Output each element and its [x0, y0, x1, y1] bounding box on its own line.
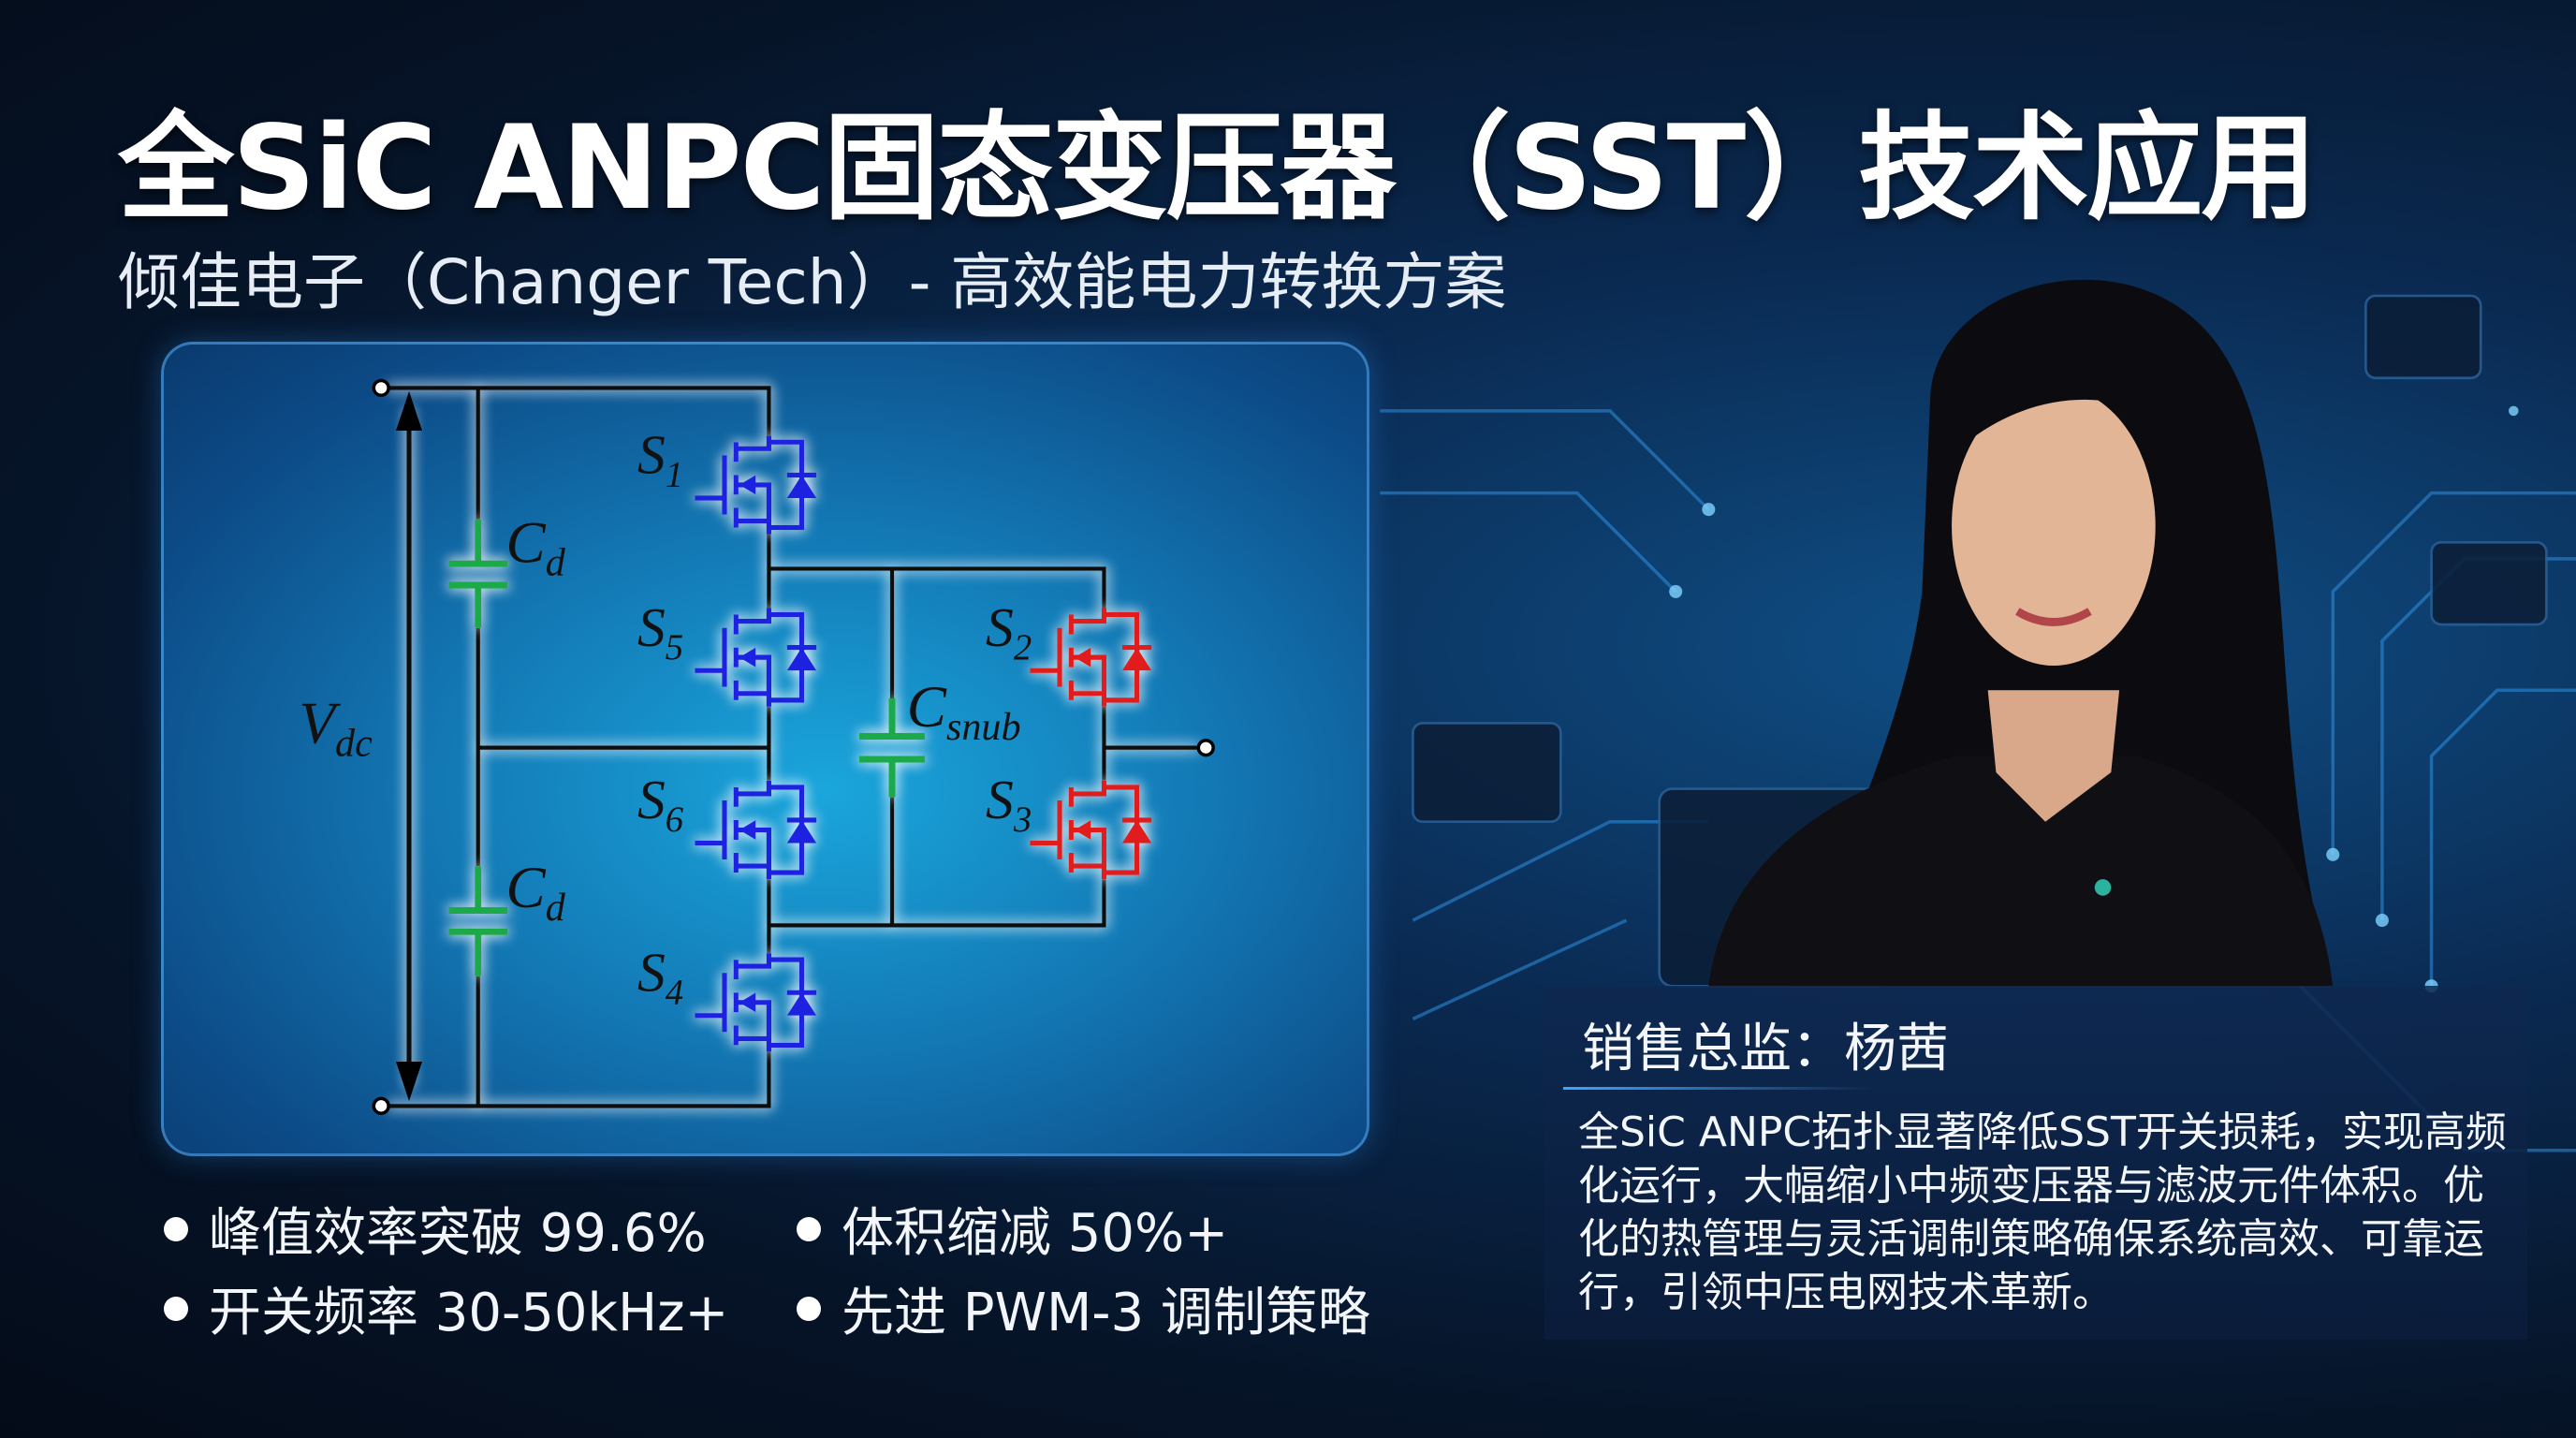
label-vdc: Vdc — [299, 690, 373, 765]
label-s6: S6 — [637, 769, 684, 840]
bullet-icon — [797, 1296, 821, 1321]
diode-icon — [1074, 819, 1152, 844]
diode-icon — [739, 819, 817, 844]
label-cd-bottom: Cd — [506, 855, 566, 930]
bullet-icon — [164, 1216, 188, 1241]
mosfet-s1 — [695, 435, 817, 535]
profile-card: 销售总监：杨茜 全SiC ANPC拓扑显著降低SST开关损耗，实现高频化运行，大… — [1544, 986, 2527, 1340]
bullet-icon — [164, 1296, 188, 1321]
feature-item: 先进 PWM-3 调制策略 — [797, 1270, 1370, 1346]
feature-item: 体积缩减 50%+ — [797, 1191, 1228, 1267]
page-title: 全SiC ANPC固态变压器（SST）技术应用 — [118, 101, 2317, 236]
terminal-output — [1196, 739, 1215, 757]
capacitors — [448, 519, 926, 976]
capacitor-cd-bottom — [448, 866, 508, 976]
diode-icon — [1074, 647, 1152, 671]
feature-item: 峰值效率突破 99.6% — [164, 1191, 707, 1267]
mosfet-s2 — [1030, 608, 1152, 707]
feature-item: 开关频率 30-50kHz+ — [164, 1270, 728, 1346]
terminal-positive — [372, 378, 390, 397]
profile-description: 全SiC ANPC拓扑显著降低SST开关损耗，实现高频化运行，大幅缩小中频变压器… — [1578, 1108, 2507, 1316]
mosfet-s3 — [1030, 780, 1152, 880]
mosfet-s4 — [695, 953, 817, 1052]
circuit-wires — [388, 386, 1200, 1108]
label-s4: S4 — [637, 941, 683, 1012]
profile-name: 销售总监：杨茜 — [1582, 1019, 1949, 1079]
label-csnub: Csnub — [907, 674, 1021, 749]
page-subtitle: 倾佳电子（Changer Tech）- 高效能电力转换方案 — [118, 246, 1507, 318]
capacitor-csnub — [858, 698, 926, 798]
mosfet-s6 — [695, 780, 817, 880]
divider — [1563, 1087, 1872, 1090]
label-s1: S1 — [637, 424, 683, 495]
label-s2: S2 — [986, 596, 1032, 668]
label-cd-top: Cd — [506, 509, 566, 584]
label-s3: S3 — [986, 769, 1032, 840]
diode-icon — [739, 647, 817, 671]
mosfet-s5 — [695, 608, 817, 707]
bullet-icon — [797, 1216, 821, 1241]
terminal-negative — [372, 1096, 390, 1115]
diode-icon — [739, 992, 817, 1016]
diode-icon — [739, 475, 817, 498]
capacitor-cd-top — [448, 519, 508, 628]
presenter-portrait — [1708, 279, 2334, 987]
terminals — [372, 378, 1215, 1115]
vdc-arrowheads — [395, 390, 423, 1102]
label-s5: S5 — [637, 596, 683, 668]
